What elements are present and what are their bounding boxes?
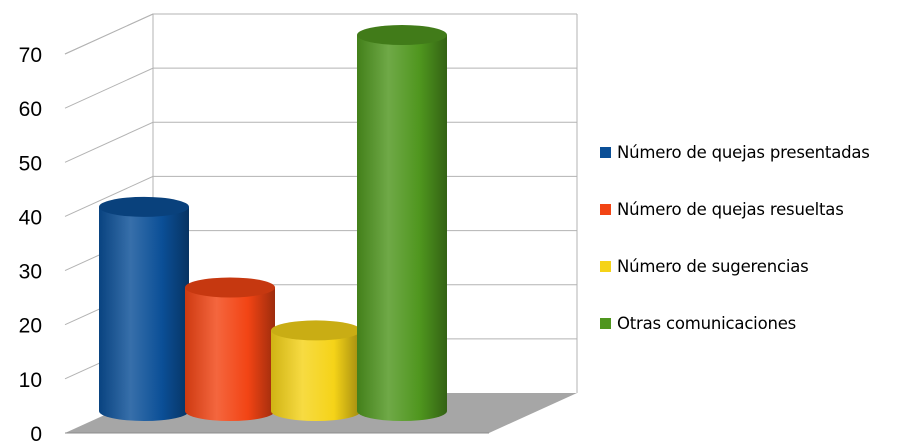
legend-item: Número de quejas resueltas [600,195,915,224]
y-axis-ticks: 0 10 20 30 40 50 60 70 [19,44,42,442]
bar-1 [99,196,189,421]
gridline [64,67,577,109]
legend-item: Número de sugerencias [600,252,915,281]
bar-4 [357,25,447,421]
y-tick-label: 60 [19,98,42,121]
legend-swatch [600,147,611,158]
wall-top-edge [64,13,577,55]
bar-3 [271,320,361,421]
bar-body [99,206,189,421]
bars [99,25,447,421]
y-tick-label: 70 [19,44,42,67]
gridline [64,13,577,55]
legend-label: Número de sugerencias [617,257,809,276]
bar-2 [185,277,275,421]
bar-body [185,287,275,421]
legend-item: Número de quejas presentadas [600,138,915,167]
bar-top [99,196,189,217]
legend-item: Otras comunicaciones [600,309,915,338]
gridline [64,121,577,163]
legend-swatch [600,204,611,215]
y-tick-label: 10 [19,369,42,392]
bar-body [271,330,361,421]
legend-label: Número de quejas presentadas [617,143,870,162]
legend-label: Número de quejas resueltas [617,200,844,219]
y-tick-label: 30 [19,261,42,284]
y-tick-label: 50 [19,152,42,175]
legend: Número de quejas presentadas Número de qu… [600,138,915,366]
bar-top [357,25,447,45]
legend-label: Otras comunicaciones [617,314,797,333]
y-tick-label: 40 [19,206,42,229]
bar-top [185,277,275,298]
y-tick-label: 20 [19,315,42,338]
bar-top [271,320,361,341]
bar-body [357,35,447,421]
legend-swatch [600,318,611,329]
y-tick-label: 0 [30,423,42,442]
legend-swatch [600,261,611,272]
